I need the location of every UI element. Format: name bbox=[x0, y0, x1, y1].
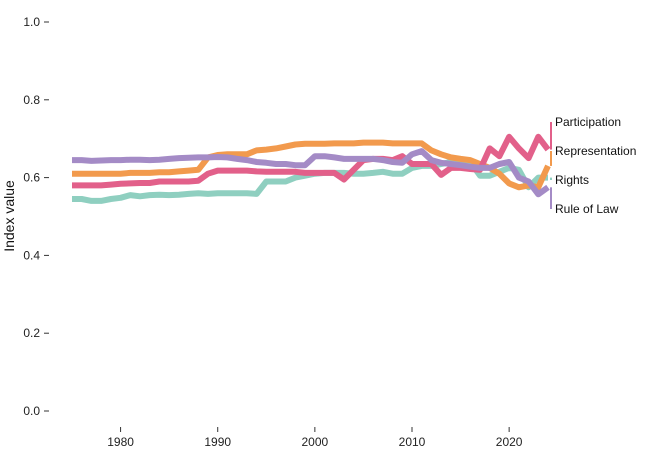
y-tick-label: 1.0 bbox=[23, 15, 40, 29]
x-axis: 1980 1990 2000 2010 2020 bbox=[107, 427, 523, 449]
y-axis: 0.0 0.2 0.4 0.6 0.8 1.0 bbox=[23, 15, 49, 418]
series-label-representation: Representation bbox=[555, 144, 636, 158]
y-axis-title: Index value bbox=[1, 180, 17, 252]
series-label-rights: Rights bbox=[555, 173, 589, 187]
series-line-representation bbox=[72, 139, 551, 191]
x-tick-label: 1990 bbox=[204, 435, 231, 449]
x-tick-label: 2020 bbox=[496, 435, 523, 449]
y-tick-label: 0.0 bbox=[23, 404, 40, 418]
y-tick-label: 0.4 bbox=[23, 248, 40, 262]
series-label-participation: Participation bbox=[555, 115, 621, 129]
series-line-rule-of-law bbox=[72, 148, 550, 198]
x-tick-label: 1980 bbox=[107, 435, 134, 449]
x-tick-label: 2000 bbox=[302, 435, 329, 449]
y-tick-label: 0.8 bbox=[23, 93, 40, 107]
x-tick-label: 2010 bbox=[399, 435, 426, 449]
y-tick-label: 0.2 bbox=[23, 326, 40, 340]
y-tick-label: 0.6 bbox=[23, 171, 40, 185]
series-label-rule-of-law: Rule of Law bbox=[555, 202, 619, 216]
series-labels: Participation Representation Rights Rule of… bbox=[550, 115, 636, 216]
series-layer bbox=[72, 133, 551, 204]
